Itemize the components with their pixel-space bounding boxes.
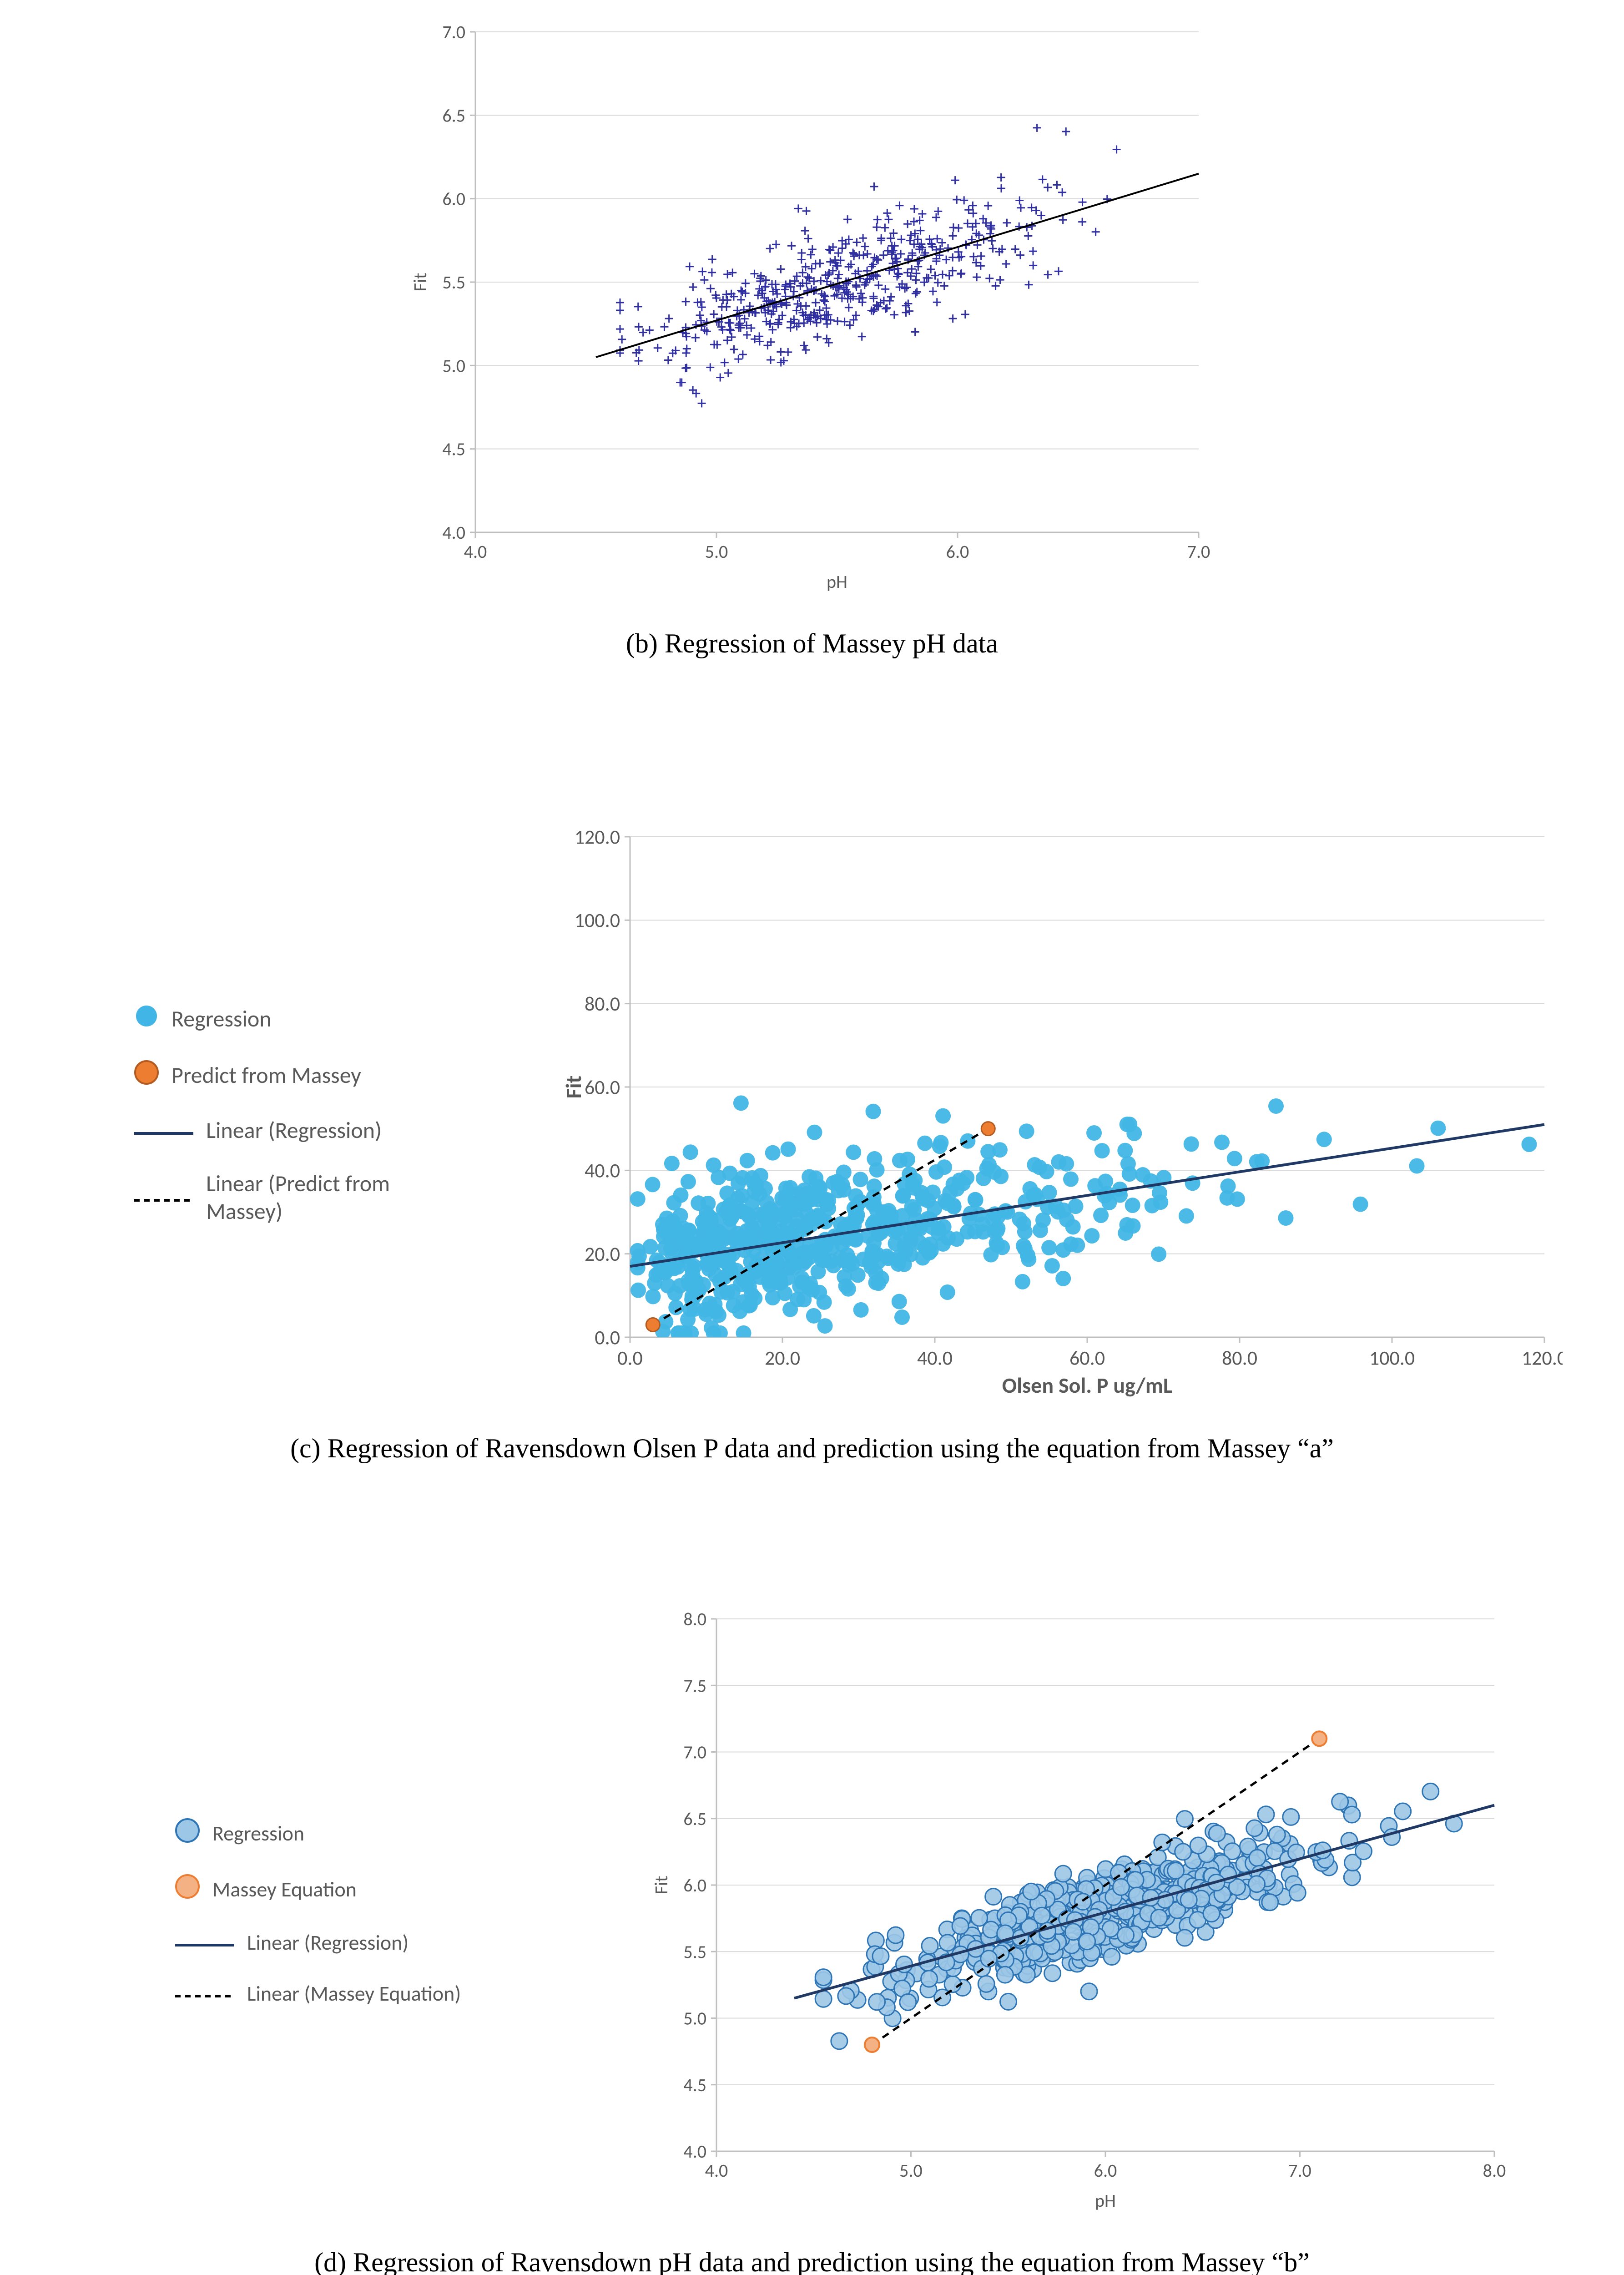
legend-item: Linear (Predict fromMassey) — [134, 1170, 390, 1225]
svg-text:100.0: 100.0 — [1369, 1345, 1415, 1370]
chart-c: 0.0 20.0 40.0 60.0 80.0 100.0 120.0 0.0 20.0 40.0… — [562, 823, 1563, 1405]
svg-text:4.5: 4.5 — [683, 2074, 706, 2096]
svg-text:100.0: 100.0 — [575, 908, 620, 933]
legend-label: Massey Equation — [212, 1877, 357, 1902]
svg-text:120.0: 120.0 — [1522, 1345, 1563, 1370]
svg-text:6.5: 6.5 — [442, 104, 465, 126]
svg-text:5.5: 5.5 — [683, 1941, 706, 1963]
svg-text:4.0: 4.0 — [464, 541, 487, 563]
figure-c-row: Regression Predict from Massey Linear (Reg… — [0, 823, 1624, 1405]
legend-item: Regression — [175, 1818, 304, 1849]
svg-text:6.0: 6.0 — [946, 541, 969, 563]
chart-c-legend: Regression Predict from Massey Linear (Reg… — [61, 991, 544, 1238]
svg-text:7.0: 7.0 — [1288, 2159, 1311, 2182]
svg-text:20.0: 20.0 — [765, 1345, 800, 1370]
legend-item: Predict from Massey — [134, 1060, 361, 1091]
figure-b-caption: (b) Regression of Massey pH data — [626, 628, 998, 659]
legend-item: Linear (Regression) — [134, 1117, 382, 1144]
svg-text:60.0: 60.0 — [585, 1075, 620, 1099]
legend-dot-icon — [175, 1818, 200, 1849]
svg-text:40.0: 40.0 — [585, 1158, 620, 1183]
legend-label: Predict from Massey — [171, 1062, 361, 1089]
svg-text:5.0: 5.0 — [442, 354, 465, 377]
figure-b: 4.0 4.5 5.0 5.5 6.0 6.5 7.0 4.0 5.0 6.0 7.0 pH Fit (… — [0, 18, 1624, 659]
svg-text:7.5: 7.5 — [683, 1674, 706, 1697]
svg-text:5.0: 5.0 — [683, 2007, 706, 2030]
svg-text:80.0: 80.0 — [585, 991, 620, 1016]
legend-line-icon — [134, 1183, 193, 1211]
legend-dot-icon — [175, 1874, 200, 1905]
svg-text:8.0: 8.0 — [1483, 2159, 1506, 2182]
chart-d: 4.0 4.5 5.0 5.5 6.0 6.5 7.0 7.5 8.0 4.0 5.0 6.0 7.0 8… — [648, 1605, 1513, 2219]
figure-c: Regression Predict from Massey Linear (Reg… — [0, 823, 1624, 1464]
svg-text:pH: pH — [827, 571, 847, 593]
svg-text:pH: pH — [1095, 2189, 1116, 2212]
svg-text:20.0: 20.0 — [585, 1242, 620, 1266]
svg-text:4.5: 4.5 — [442, 438, 465, 460]
legend-line-icon — [134, 1117, 193, 1144]
svg-text:5.0: 5.0 — [899, 2159, 923, 2182]
svg-text:0.0: 0.0 — [595, 1325, 620, 1350]
svg-text:Fit: Fit — [409, 273, 431, 292]
legend-label: Linear (Predict fromMassey) — [206, 1170, 390, 1225]
legend-item: Linear (Regression) — [175, 1930, 409, 1956]
svg-text:Olsen Sol. P ug/mL: Olsen Sol. P ug/mL — [1002, 1372, 1172, 1399]
legend-line-icon — [175, 1981, 234, 2007]
chart-b: 4.0 4.5 5.0 5.5 6.0 6.5 7.0 4.0 5.0 6.0 7.0 pH Fit — [407, 18, 1217, 601]
svg-text:6.0: 6.0 — [1094, 2159, 1117, 2182]
page: 4.0 4.5 5.0 5.5 6.0 6.5 7.0 4.0 5.0 6.0 7.0 pH Fit (… — [0, 0, 1624, 2275]
legend-item: Linear (Massey Equation) — [175, 1981, 461, 2007]
svg-text:6.0: 6.0 — [442, 188, 465, 210]
svg-text:5.0: 5.0 — [705, 541, 728, 563]
svg-text:4.0: 4.0 — [705, 2159, 728, 2182]
svg-text:Fit: Fit — [562, 1076, 587, 1098]
svg-text:8.0: 8.0 — [683, 1608, 706, 1630]
chart-d-legend: Regression Massey Equation Linear (Regress… — [111, 1805, 630, 2019]
figure-c-caption: (c) Regression of Ravensdown Olsen P dat… — [290, 1433, 1334, 1464]
figure-d-row: Regression Massey Equation Linear (Regress… — [0, 1605, 1624, 2219]
svg-text:7.0: 7.0 — [1187, 541, 1210, 563]
svg-text:0.0: 0.0 — [617, 1345, 643, 1370]
svg-text:Fit: Fit — [650, 1876, 672, 1895]
svg-text:120.0: 120.0 — [575, 824, 620, 849]
legend-label: Linear (Regression) — [247, 1930, 409, 1956]
figure-d-caption: (d) Regression of Ravensdown pH data and… — [314, 2247, 1310, 2275]
svg-text:40.0: 40.0 — [917, 1345, 953, 1370]
legend-dot-icon — [134, 1004, 159, 1035]
svg-text:7.0: 7.0 — [442, 21, 465, 43]
svg-text:80.0: 80.0 — [1222, 1345, 1257, 1370]
svg-text:6.0: 6.0 — [683, 1874, 706, 1896]
legend-dot-icon — [134, 1060, 159, 1091]
figure-b-row: 4.0 4.5 5.0 5.5 6.0 6.5 7.0 4.0 5.0 6.0 7.0 pH Fit — [0, 18, 1624, 601]
legend-label: Regression — [212, 1821, 304, 1846]
svg-text:60.0: 60.0 — [1069, 1345, 1105, 1370]
svg-text:7.0: 7.0 — [683, 1741, 706, 1764]
svg-text:6.5: 6.5 — [683, 1808, 706, 1830]
legend-item: Regression — [134, 1004, 272, 1035]
legend-label: Linear (Massey Equation) — [247, 1981, 461, 2007]
svg-text:4.0: 4.0 — [683, 2140, 706, 2163]
svg-text:4.0: 4.0 — [442, 521, 465, 544]
svg-text:5.5: 5.5 — [442, 271, 465, 293]
figure-d: Regression Massey Equation Linear (Regress… — [0, 1605, 1624, 2275]
legend-line-icon — [175, 1930, 234, 1956]
legend-label: Linear (Regression) — [206, 1117, 382, 1144]
legend-label: Regression — [171, 1005, 272, 1033]
legend-item: Massey Equation — [175, 1874, 357, 1905]
